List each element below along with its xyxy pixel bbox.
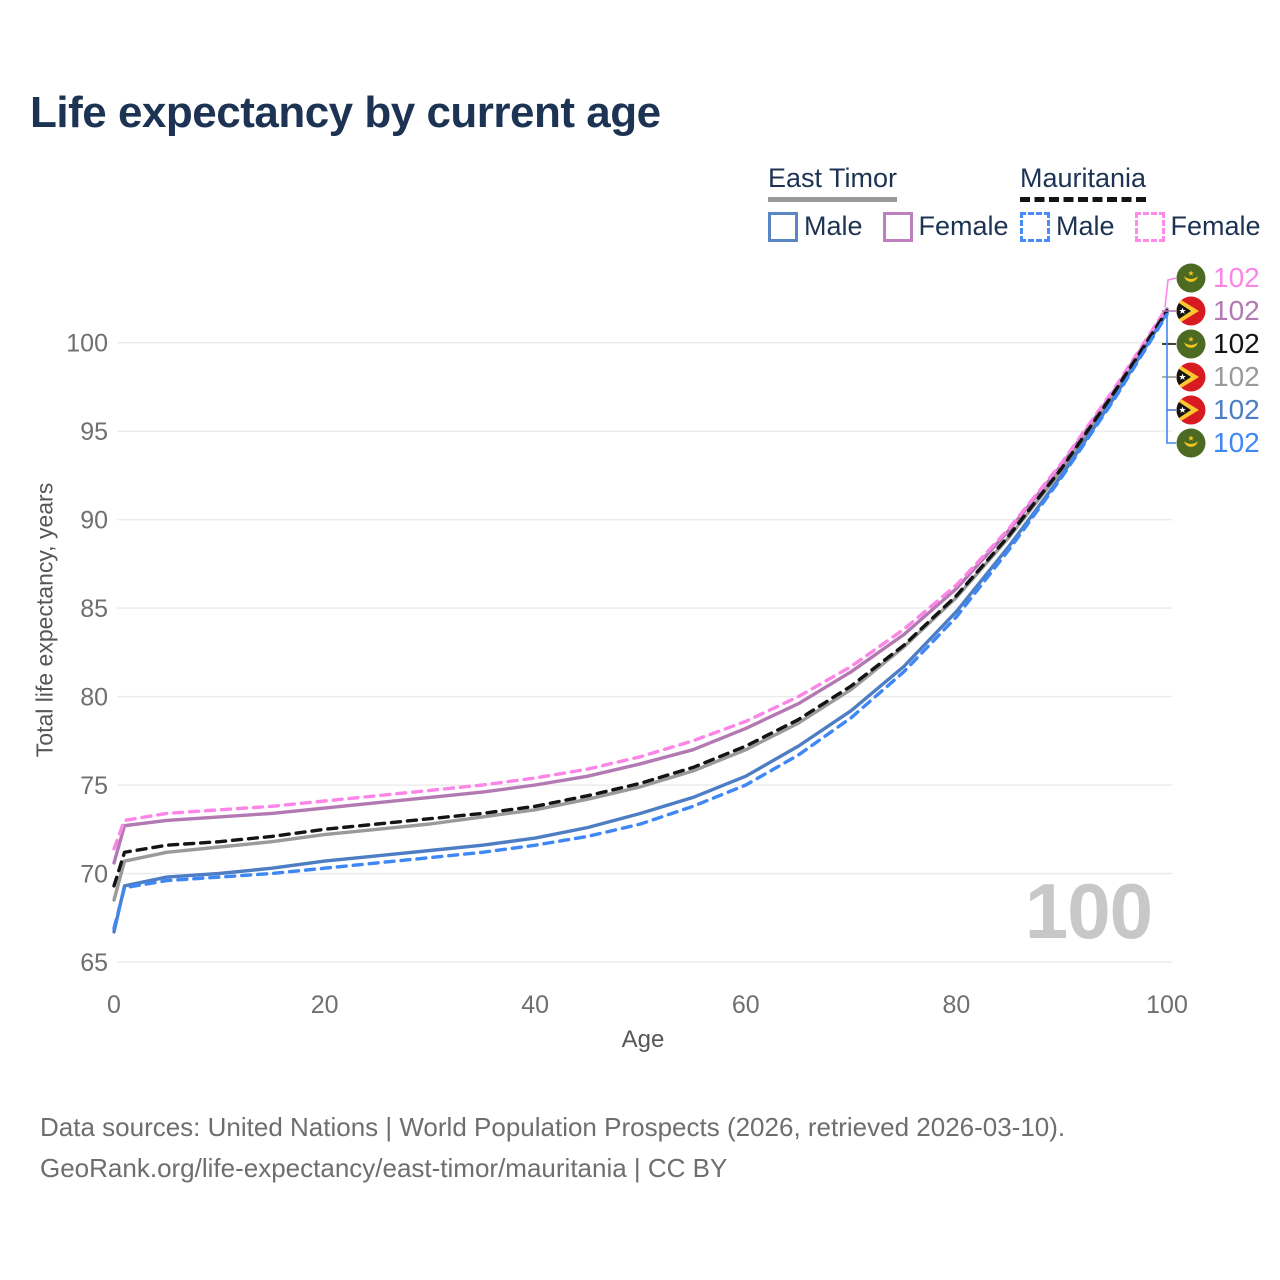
legend-swatch-east-timor-male <box>768 211 798 242</box>
legend-group-east-timor: East Timor Male Female <box>768 163 1009 242</box>
east-timor-flag-icon <box>1176 395 1206 425</box>
x-axis-title: Age <box>621 1026 665 1053</box>
age-watermark: 100 <box>1024 867 1153 955</box>
legend-group-mauritania: Mauritania Male Female <box>1020 163 1261 242</box>
mauritania-flag-icon <box>1176 428 1206 458</box>
y-tick-label-65: 65 <box>80 949 108 977</box>
y-tick-label-90: 90 <box>80 507 108 535</box>
legend-item-east-timor-male[interactable]: Male <box>768 211 863 242</box>
y-tick-label-85: 85 <box>80 595 108 623</box>
y-tick-label-70: 70 <box>80 861 108 889</box>
series-line-east-timor-female <box>112 307 1169 865</box>
end-label-row-east-timor-male: 102 <box>1176 395 1260 425</box>
series-line-mauritania-female <box>112 305 1169 851</box>
end-label-row-mauritania-male: 102 <box>1176 428 1260 458</box>
legend-country-mauritania: Mauritania <box>1020 163 1147 202</box>
x-tick-label-20: 20 <box>311 991 339 1019</box>
series-line-mauritania-both-sexes <box>112 309 1169 888</box>
y-tick-label-95: 95 <box>80 418 108 446</box>
end-label-value: 102 <box>1213 295 1260 326</box>
legend-label-east-timor-male: Male <box>804 211 863 241</box>
y-axis-title: Total life expectancy, years <box>31 482 58 758</box>
legend-swatch-mauritania-female <box>1134 211 1165 242</box>
x-tick-label-60: 60 <box>732 991 760 1019</box>
y-tick-label-80: 80 <box>80 684 108 712</box>
page-title: Life expectancy by current age <box>30 88 661 137</box>
footer-attribution: GeoRank.org/life-expectancy/east-timor/m… <box>40 1153 728 1183</box>
mauritania-flag-icon <box>1176 329 1206 359</box>
y-tick-label-75: 75 <box>80 772 108 800</box>
legend-item-mauritania-female[interactable]: Female <box>1134 211 1261 242</box>
end-label-row-mauritania-female: 102 <box>1176 263 1260 293</box>
end-label-value: 102 <box>1213 427 1260 458</box>
end-label-row-mauritania-both-sexes: 102 <box>1176 329 1260 359</box>
end-label-value: 102 <box>1213 361 1260 392</box>
legend-country-east-timor: East Timor <box>768 163 898 202</box>
east-timor-flag-icon <box>1176 296 1206 326</box>
footer-data-sources: Data sources: United Nations | World Pop… <box>40 1112 1066 1142</box>
x-tick-label-80: 80 <box>942 991 970 1019</box>
y-tick-label-100: 100 <box>66 330 108 358</box>
legend-swatch-east-timor-female <box>882 211 913 242</box>
legend-label-east-timor-female: Female <box>918 211 1009 241</box>
legend-swatch-mauritania-male <box>1020 211 1050 242</box>
end-label-row-east-timor-both-sexes: 102 <box>1176 362 1260 392</box>
connector-mauritania-male <box>1166 316 1176 444</box>
x-tick-label-0: 0 <box>107 991 121 1019</box>
x-tick-label-100: 100 <box>1146 991 1188 1019</box>
end-label-value: 102 <box>1213 262 1260 293</box>
footer: Data sources: United Nations | World Pop… <box>40 1107 1065 1189</box>
legend-label-mauritania-female: Female <box>1170 211 1261 241</box>
east-timor-flag-icon <box>1176 362 1206 392</box>
end-label-value: 102 <box>1213 394 1260 425</box>
x-tick-label-40: 40 <box>521 991 549 1019</box>
legend-item-east-timor-female[interactable]: Female <box>882 211 1009 242</box>
end-label-row-east-timor-female: 102 <box>1176 296 1260 326</box>
legend-item-mauritania-male[interactable]: Male <box>1020 211 1115 242</box>
series-line-east-timor-male <box>112 310 1169 934</box>
series-line-mauritania-male <box>112 312 1169 931</box>
connector-mauritania-female <box>1164 277 1177 308</box>
mauritania-flag-icon <box>1176 263 1206 293</box>
legend-label-mauritania-male: Male <box>1056 211 1115 241</box>
end-label-value: 102 <box>1213 328 1260 359</box>
